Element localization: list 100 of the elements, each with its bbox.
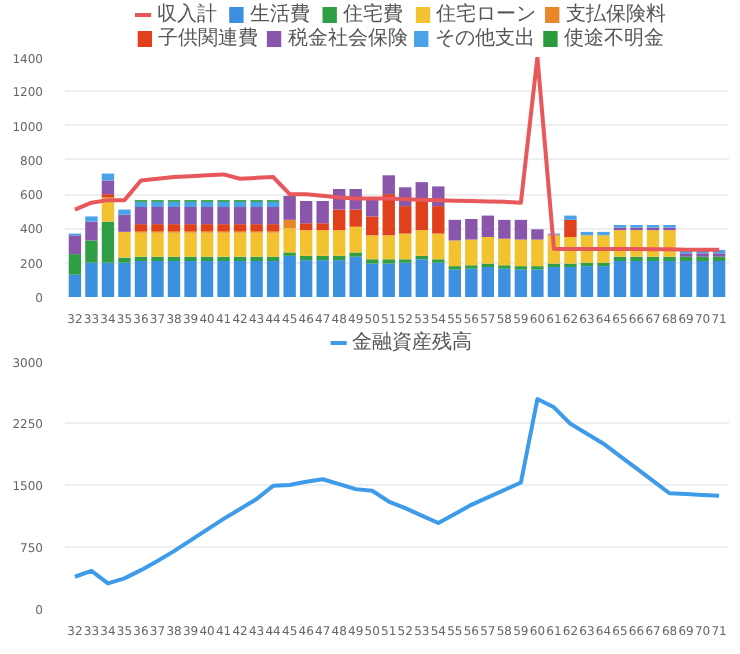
bar <box>514 239 528 267</box>
bar <box>514 269 528 297</box>
bar <box>382 175 395 195</box>
bar <box>151 261 164 297</box>
bar <box>68 274 82 297</box>
bar <box>465 239 478 266</box>
bar <box>134 207 148 225</box>
bar <box>316 223 329 231</box>
legend-label: その他支出 <box>434 26 535 50</box>
bar <box>151 224 164 231</box>
bar <box>85 216 98 222</box>
bar <box>151 201 164 207</box>
bar <box>399 233 412 260</box>
bar <box>531 239 544 267</box>
bar <box>233 261 247 297</box>
bar <box>250 207 263 225</box>
line-series <box>72 397 722 586</box>
bar <box>118 214 131 232</box>
bar <box>283 195 296 220</box>
bar <box>266 261 280 297</box>
bar <box>200 207 214 225</box>
bar <box>299 223 313 231</box>
bar <box>134 224 148 231</box>
bar <box>68 235 82 255</box>
bar <box>299 201 313 224</box>
bar <box>564 219 577 237</box>
bar <box>217 201 230 207</box>
bar <box>316 201 329 224</box>
bar <box>333 255 346 261</box>
bar <box>448 219 461 241</box>
bar <box>299 230 313 256</box>
bar <box>481 215 495 237</box>
bar <box>184 232 197 257</box>
bar <box>250 261 263 297</box>
bar <box>250 201 263 207</box>
bar <box>200 201 214 207</box>
bar <box>481 237 495 264</box>
bar <box>167 261 181 297</box>
bar <box>101 221 115 263</box>
bar <box>167 201 181 207</box>
bar <box>316 255 329 261</box>
bar <box>349 209 362 227</box>
bar <box>200 232 214 257</box>
bar <box>316 260 329 297</box>
bar <box>299 255 313 261</box>
bar <box>481 267 495 297</box>
bar <box>333 230 346 256</box>
bar <box>349 256 362 297</box>
bar <box>233 207 247 225</box>
bar <box>498 219 511 239</box>
bar <box>465 268 478 297</box>
bar <box>663 261 676 297</box>
bar <box>184 261 197 297</box>
bar <box>184 207 197 225</box>
bar <box>432 262 445 297</box>
bar <box>151 207 164 225</box>
bar <box>399 262 412 297</box>
bar <box>85 240 98 263</box>
line-series <box>72 57 722 252</box>
bar <box>118 257 131 263</box>
bar <box>432 233 445 260</box>
bar <box>366 235 379 260</box>
bar <box>85 221 98 241</box>
bar <box>630 261 643 297</box>
legend-label: 生活費 <box>249 2 310 26</box>
legend-label: 税金社会保険 <box>287 26 408 50</box>
bar <box>531 269 544 297</box>
bar <box>382 235 395 260</box>
legend-label: 住宅ローン <box>436 2 537 26</box>
legend-label: 子供関連費 <box>158 26 259 50</box>
bar <box>299 260 313 297</box>
bar <box>283 219 296 229</box>
bar <box>564 267 577 297</box>
bar <box>118 231 131 258</box>
bar <box>101 180 115 195</box>
legend-label: 使途不明金 <box>563 26 664 50</box>
bar <box>134 232 148 257</box>
bar <box>200 224 214 231</box>
bar <box>266 224 280 231</box>
bar <box>415 201 428 231</box>
bar <box>233 224 247 231</box>
bar <box>217 232 230 257</box>
legend-label: 金融資産残高 <box>352 330 473 354</box>
bar <box>333 209 346 231</box>
bar <box>580 266 594 297</box>
bar <box>597 266 610 297</box>
bar <box>316 230 329 256</box>
bar <box>712 261 726 297</box>
bar <box>167 207 181 225</box>
bar <box>266 201 280 207</box>
bar <box>432 206 445 234</box>
bar <box>217 224 230 231</box>
bar <box>415 230 428 256</box>
bar <box>349 226 362 253</box>
bar <box>283 228 296 253</box>
bar <box>366 216 379 236</box>
bar <box>250 224 263 231</box>
bar <box>68 254 82 275</box>
bar <box>233 232 247 257</box>
bar <box>465 219 478 240</box>
